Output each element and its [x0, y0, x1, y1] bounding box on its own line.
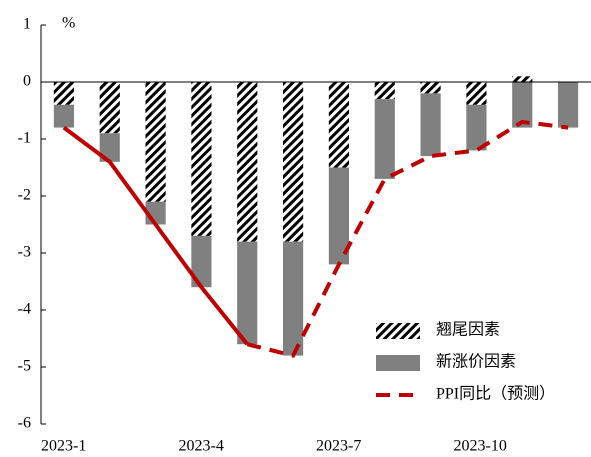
x-tick-label: 2023-7: [316, 438, 361, 455]
y-axis-label: %: [62, 15, 75, 32]
bar: [191, 82, 212, 236]
bar: [374, 82, 395, 100]
bar: [145, 82, 166, 202]
bar: [237, 82, 258, 242]
bar: [53, 82, 74, 105]
bar: [283, 241, 304, 356]
y-tick-label: -2: [18, 187, 31, 204]
bar: [237, 241, 258, 345]
bar: [283, 82, 304, 242]
bar: [420, 93, 441, 157]
x-tick-label: 2023-10: [454, 438, 507, 455]
bar: [99, 82, 120, 134]
y-tick-label: 0: [23, 73, 31, 90]
legend-swatch: [376, 323, 420, 339]
bar: [512, 82, 533, 128]
bar: [512, 76, 533, 82]
legend-label: PPI同比（预测）: [436, 385, 555, 403]
y-tick-label: -4: [18, 301, 31, 318]
bar: [466, 82, 487, 105]
bar: [328, 82, 349, 168]
bar: [53, 104, 74, 128]
line: [62, 125, 249, 346]
y-tick-label: -6: [18, 415, 31, 432]
bar: [374, 99, 395, 179]
legend-swatch: [376, 355, 420, 371]
legend-label: 新涨价因素: [436, 353, 516, 371]
bar: [191, 235, 212, 288]
y-tick-label: 1: [23, 16, 31, 33]
bar: [99, 133, 120, 162]
y-tick-label: -3: [18, 244, 31, 261]
bar: [420, 82, 441, 94]
bar: [466, 104, 487, 151]
y-tick-label: -1: [18, 130, 31, 147]
x-tick-label: 2023-4: [179, 438, 224, 455]
x-tick-label: 2023-1: [41, 438, 86, 455]
bar: [558, 82, 579, 128]
bar: [328, 167, 349, 265]
y-tick-label: -5: [18, 358, 31, 375]
legend-label: 翘尾因素: [436, 321, 500, 339]
